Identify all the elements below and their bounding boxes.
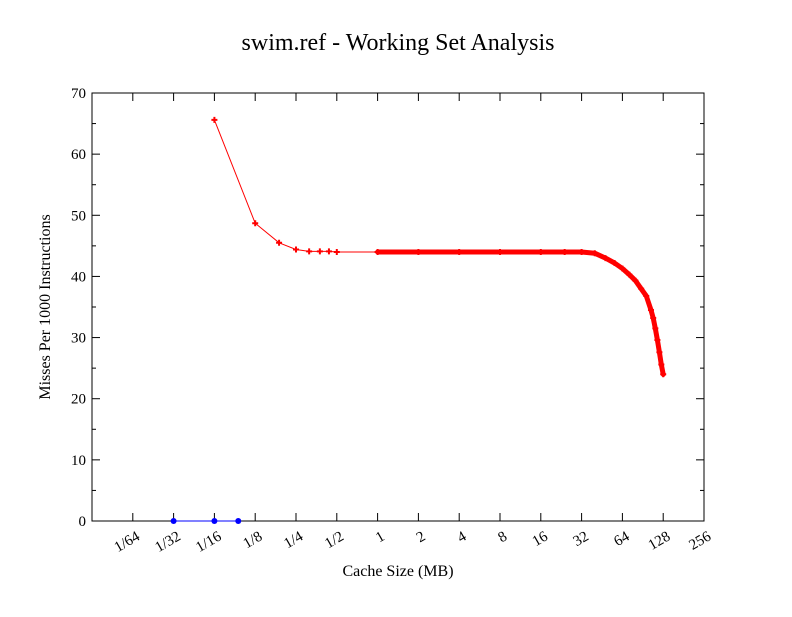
data-point (316, 248, 323, 255)
data-point (374, 248, 381, 255)
x-tick-label: 1/64 (112, 528, 144, 555)
x-tick-label: 1/4 (281, 528, 306, 552)
x-tick-label: 32 (571, 529, 592, 550)
x-tick-label: 256 (687, 528, 715, 553)
data-point (415, 248, 422, 255)
data-point (658, 361, 665, 368)
y-tick-label: 50 (71, 208, 86, 224)
series-dense-markers (375, 249, 666, 377)
data-point (306, 248, 313, 255)
data-point (591, 250, 598, 257)
x-tick-label: 2 (414, 529, 428, 547)
data-point (276, 239, 283, 246)
series-1 (170, 518, 242, 524)
y-tick-label: 0 (79, 514, 87, 530)
y-axis-label: Misses Per 1000 Instructions (37, 214, 54, 399)
chart-title: swim.ref - Working Set Analysis (242, 30, 555, 56)
data-point (643, 292, 650, 299)
x-axis: 1/64 1/32 1/16 1/8 1/4 1/2 1 2 4 8 16 32 64 128 256 (112, 93, 715, 556)
series-0 (211, 116, 667, 378)
plot-frame (91, 92, 705, 522)
data-point (456, 248, 463, 255)
data-point (660, 371, 667, 378)
data-point (652, 325, 659, 332)
data-point (293, 246, 299, 253)
data-point (638, 285, 645, 292)
y-tick-label: 40 (71, 269, 86, 285)
y-axis: 0 10 20 30 40 50 60 70 (71, 86, 704, 530)
data-point (170, 518, 177, 524)
data-point (252, 220, 259, 227)
data-point (333, 248, 340, 255)
x-tick-label: 1 (373, 529, 387, 547)
data-point (656, 349, 663, 356)
x-axis-label: Cache Size (MB) (342, 563, 453, 580)
series-line (213, 119, 664, 375)
data-point (632, 277, 639, 284)
data-point (578, 248, 585, 255)
data-point (650, 315, 657, 322)
y-tick-label: 60 (71, 147, 86, 163)
data-point (211, 116, 218, 123)
data-point (325, 248, 332, 255)
data-point (561, 248, 568, 255)
y-tick-label: 10 (71, 453, 86, 469)
y-tick-label: 30 (71, 331, 86, 347)
data-point (647, 307, 654, 314)
data-point (537, 248, 544, 255)
data-point (602, 255, 609, 262)
data-point (626, 271, 633, 278)
data-point (619, 265, 626, 272)
x-tick-label: 4 (455, 528, 470, 546)
x-tick-label: 16 (530, 528, 551, 550)
x-tick-label: 128 (646, 529, 673, 554)
x-tick-label: 8 (496, 529, 510, 547)
data-point (211, 518, 218, 524)
data-point (235, 518, 242, 524)
x-tick-label: 1/2 (322, 529, 347, 552)
series-layer (170, 116, 667, 524)
data-point (611, 259, 618, 266)
x-tick-label: 64 (611, 528, 632, 550)
data-point (497, 248, 503, 255)
x-tick-label: 1/32 (153, 529, 184, 556)
data-point (654, 337, 661, 344)
y-tick-label: 20 (71, 392, 86, 408)
y-tick-label: 70 (71, 86, 86, 102)
x-tick-label: 1/8 (241, 529, 266, 552)
x-tick-label: 1/16 (193, 528, 225, 555)
